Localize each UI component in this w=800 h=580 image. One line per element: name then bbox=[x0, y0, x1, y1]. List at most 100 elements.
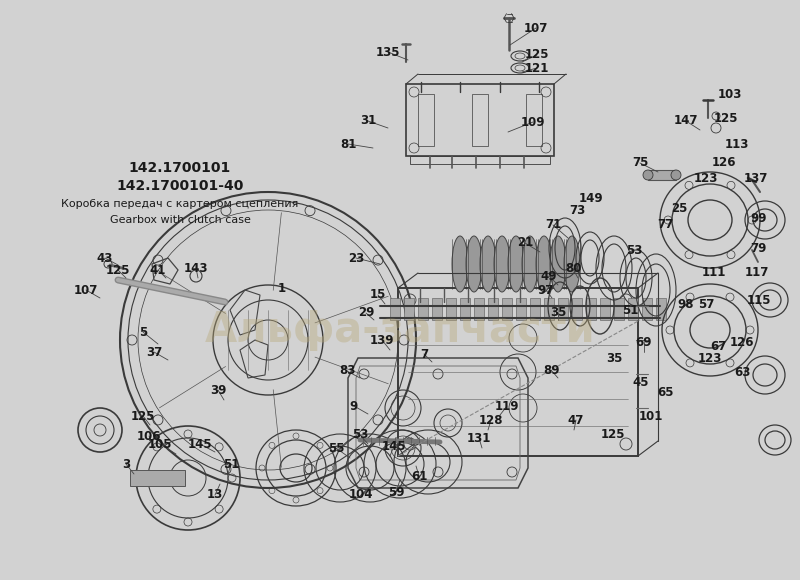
Ellipse shape bbox=[550, 236, 566, 292]
Text: 21: 21 bbox=[517, 237, 533, 249]
Text: 139: 139 bbox=[370, 334, 394, 346]
Text: 128: 128 bbox=[478, 414, 503, 426]
Text: 135: 135 bbox=[376, 45, 400, 59]
Text: 109: 109 bbox=[521, 115, 546, 129]
Text: 142.1700101: 142.1700101 bbox=[129, 161, 231, 175]
Text: 142.1700101-40: 142.1700101-40 bbox=[116, 179, 244, 193]
Text: 107: 107 bbox=[74, 284, 98, 296]
Bar bbox=[398, 288, 638, 456]
Text: 147: 147 bbox=[674, 114, 698, 128]
Text: 37: 37 bbox=[146, 346, 162, 358]
Text: 39: 39 bbox=[210, 383, 226, 397]
Text: 117: 117 bbox=[745, 266, 769, 278]
Ellipse shape bbox=[452, 236, 468, 292]
Text: 63: 63 bbox=[734, 367, 750, 379]
Text: 49: 49 bbox=[541, 270, 558, 282]
Text: 3: 3 bbox=[122, 458, 130, 470]
Text: 83: 83 bbox=[339, 364, 355, 378]
Text: 125: 125 bbox=[525, 49, 550, 61]
Text: 57: 57 bbox=[698, 299, 714, 311]
Text: 111: 111 bbox=[702, 266, 726, 278]
Text: 123: 123 bbox=[694, 172, 718, 184]
Text: 77: 77 bbox=[657, 219, 673, 231]
Text: 53: 53 bbox=[352, 429, 368, 441]
Ellipse shape bbox=[494, 236, 510, 292]
Text: 47: 47 bbox=[568, 414, 584, 426]
Ellipse shape bbox=[536, 236, 552, 292]
Text: 45: 45 bbox=[633, 375, 650, 389]
Text: 67: 67 bbox=[710, 339, 726, 353]
Text: 65: 65 bbox=[658, 386, 674, 400]
Text: 113: 113 bbox=[725, 137, 749, 150]
Ellipse shape bbox=[480, 236, 496, 292]
Ellipse shape bbox=[564, 236, 580, 292]
Text: 99: 99 bbox=[750, 212, 767, 226]
Bar bbox=[406, 84, 554, 156]
Text: 69: 69 bbox=[636, 335, 652, 349]
Text: 103: 103 bbox=[718, 89, 742, 101]
Text: 35: 35 bbox=[550, 306, 566, 320]
Text: 143: 143 bbox=[184, 262, 208, 274]
Bar bbox=[502, 298, 512, 320]
Text: 1: 1 bbox=[278, 281, 286, 295]
Bar bbox=[530, 298, 540, 320]
Text: Gearbox with clutch case: Gearbox with clutch case bbox=[110, 215, 250, 225]
Text: 125: 125 bbox=[601, 427, 626, 440]
Text: 51: 51 bbox=[223, 458, 239, 470]
Bar bbox=[460, 298, 470, 320]
Text: 149: 149 bbox=[578, 191, 603, 205]
Text: 29: 29 bbox=[358, 306, 374, 320]
Text: Альфа-запчасти: Альфа-запчасти bbox=[205, 309, 595, 351]
Bar bbox=[472, 94, 488, 146]
Bar bbox=[404, 298, 414, 320]
Text: 89: 89 bbox=[542, 364, 559, 376]
Ellipse shape bbox=[522, 236, 538, 292]
Text: 123: 123 bbox=[698, 351, 722, 364]
Bar bbox=[642, 298, 652, 320]
Text: 126: 126 bbox=[712, 157, 736, 169]
Bar bbox=[526, 94, 542, 146]
Text: 125: 125 bbox=[714, 111, 738, 125]
Bar bbox=[418, 94, 434, 146]
Text: 41: 41 bbox=[150, 263, 166, 277]
Text: 125: 125 bbox=[106, 263, 130, 277]
Bar bbox=[410, 156, 550, 164]
Bar bbox=[558, 298, 568, 320]
Text: 61: 61 bbox=[411, 469, 427, 483]
Bar bbox=[628, 298, 638, 320]
Text: 119: 119 bbox=[494, 400, 519, 412]
Ellipse shape bbox=[466, 236, 482, 292]
Text: 51: 51 bbox=[622, 303, 638, 317]
Bar bbox=[600, 298, 610, 320]
Text: 131: 131 bbox=[467, 432, 491, 444]
Bar bbox=[544, 298, 554, 320]
Bar bbox=[656, 298, 666, 320]
Text: Коробка передач с картером сцепления: Коробка передач с картером сцепления bbox=[62, 199, 298, 209]
Ellipse shape bbox=[671, 170, 681, 180]
Ellipse shape bbox=[643, 170, 653, 180]
Bar bbox=[648, 170, 676, 180]
Bar bbox=[418, 298, 428, 320]
Bar bbox=[432, 298, 442, 320]
Text: 75: 75 bbox=[632, 157, 648, 169]
Text: 104: 104 bbox=[349, 488, 374, 502]
Bar bbox=[130, 470, 185, 486]
Text: 55: 55 bbox=[328, 441, 344, 455]
Text: 81: 81 bbox=[340, 137, 356, 150]
Text: 5: 5 bbox=[139, 325, 147, 339]
Text: 137: 137 bbox=[744, 172, 768, 184]
Text: 126: 126 bbox=[730, 335, 754, 349]
Text: 145: 145 bbox=[188, 437, 212, 451]
Text: 23: 23 bbox=[348, 252, 364, 264]
Text: 106: 106 bbox=[137, 430, 162, 443]
Bar bbox=[446, 298, 456, 320]
Text: 13: 13 bbox=[207, 488, 223, 502]
Text: 98: 98 bbox=[678, 299, 694, 311]
Text: 115: 115 bbox=[746, 293, 771, 306]
Text: 31: 31 bbox=[360, 114, 376, 128]
Bar bbox=[572, 298, 582, 320]
Bar bbox=[516, 298, 526, 320]
Text: 80: 80 bbox=[565, 263, 581, 276]
Text: 9: 9 bbox=[350, 400, 358, 412]
Bar bbox=[586, 298, 596, 320]
